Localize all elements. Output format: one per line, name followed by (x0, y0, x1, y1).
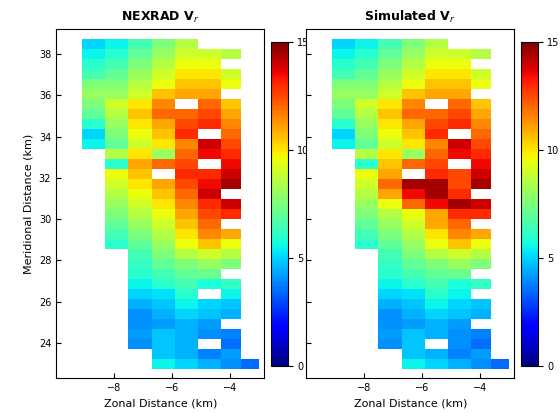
Title: NEXRAD V$_r$: NEXRAD V$_r$ (121, 10, 199, 25)
Y-axis label: m/s: m/s (312, 199, 330, 209)
X-axis label: Zonal Distance (km): Zonal Distance (km) (104, 399, 217, 408)
Y-axis label: Meridional Distance (km): Meridional Distance (km) (23, 134, 33, 274)
X-axis label: Zonal Distance (km): Zonal Distance (km) (353, 399, 467, 408)
Title: Simulated V$_r$: Simulated V$_r$ (365, 9, 456, 25)
